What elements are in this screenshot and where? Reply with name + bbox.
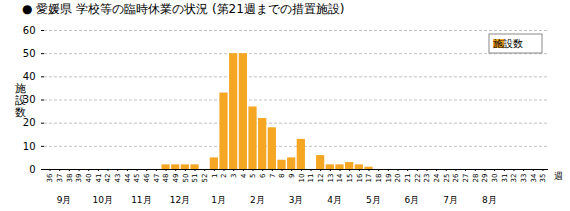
svg-text:7: 7 [269, 174, 277, 178]
svg-text:4: 4 [240, 173, 248, 178]
svg-text:32: 32 [510, 174, 518, 183]
svg-text:28: 28 [472, 174, 480, 183]
svg-text:20: 20 [23, 117, 36, 128]
svg-text:8月: 8月 [482, 195, 497, 205]
svg-text:37: 37 [56, 174, 64, 183]
svg-text:21: 21 [404, 174, 412, 183]
svg-text:25: 25 [443, 174, 451, 183]
svg-text:27: 27 [462, 174, 470, 183]
html-text:● 愛媛県 学校等の臨時休業の状況 (第21週までの措置施設: ● 愛媛県 学校等の臨時休業の状況 (第21週までの措置施設) [22, 2, 345, 16]
svg-text:11: 11 [307, 174, 315, 183]
svg-text:10月: 10月 [92, 195, 112, 205]
svg-text:34: 34 [530, 173, 538, 182]
svg-text:38: 38 [66, 174, 74, 183]
svg-text:12月: 12月 [170, 195, 190, 205]
svg-text:10: 10 [298, 174, 306, 183]
svg-text:31: 31 [501, 174, 509, 183]
svg-text:49: 49 [172, 174, 180, 183]
svg-text:17: 17 [365, 174, 373, 183]
svg-text:47: 47 [153, 174, 161, 183]
svg-text:26: 26 [452, 173, 460, 182]
svg-text:1月: 1月 [211, 195, 226, 205]
svg-text:42: 42 [104, 174, 112, 183]
svg-text:22: 22 [414, 174, 422, 183]
svg-text:11月: 11月 [131, 195, 151, 205]
svg-text:30: 30 [491, 174, 499, 183]
svg-text:39: 39 [75, 174, 83, 183]
svg-text:40: 40 [23, 71, 36, 82]
svg-text:43: 43 [114, 174, 122, 183]
svg-text:3月: 3月 [289, 195, 304, 205]
svg-text:29: 29 [481, 174, 489, 183]
svg-text:18: 18 [375, 174, 383, 183]
svg-text:4月: 4月 [327, 195, 342, 205]
svg-text:14: 14 [336, 173, 344, 182]
svg-text:48: 48 [162, 174, 170, 183]
svg-text:5: 5 [249, 174, 257, 178]
svg-text:15: 15 [346, 174, 354, 183]
svg-text:0: 0 [29, 164, 35, 175]
svg-text:36: 36 [46, 173, 54, 182]
svg-text:33: 33 [520, 174, 528, 183]
svg-text:46: 46 [143, 173, 151, 182]
svg-text:52: 52 [201, 174, 209, 183]
svg-text:30: 30 [22, 94, 36, 106]
svg-text:60: 60 [23, 25, 36, 36]
svg-text:7月: 7月 [443, 195, 458, 205]
svg-text:9: 9 [288, 174, 296, 178]
svg-text:3: 3 [230, 174, 238, 178]
svg-text:40: 40 [85, 174, 93, 183]
svg-text:24: 24 [433, 173, 441, 182]
svg-text:5月: 5月 [366, 195, 381, 205]
svg-text:施設数: 施設数 [493, 38, 523, 49]
svg-text:12: 12 [317, 174, 325, 183]
svg-text:44: 44 [124, 173, 132, 182]
svg-text:16: 16 [356, 173, 364, 182]
svg-text:8: 8 [278, 174, 286, 178]
svg-text:6月: 6月 [405, 195, 420, 205]
svg-text:35: 35 [539, 174, 547, 183]
svg-text:1: 1 [211, 174, 219, 178]
svg-text:50: 50 [182, 174, 190, 183]
svg-text:施設数: 施設数 [15, 82, 26, 119]
svg-text:20: 20 [394, 174, 402, 183]
svg-text:13: 13 [327, 174, 335, 183]
svg-text:10: 10 [23, 141, 36, 152]
svg-text:50: 50 [23, 48, 36, 59]
svg-text:51: 51 [191, 174, 199, 183]
svg-text:2: 2 [220, 174, 228, 178]
svg-text:9月: 9月 [57, 195, 72, 205]
svg-text:19: 19 [385, 174, 393, 183]
svg-text:2月: 2月 [250, 195, 265, 205]
svg-text:41: 41 [95, 174, 103, 183]
svg-text:週: 週 [554, 171, 563, 181]
svg-text:23: 23 [423, 174, 431, 183]
svg-text:6: 6 [259, 173, 267, 178]
svg-text:45: 45 [133, 174, 141, 183]
